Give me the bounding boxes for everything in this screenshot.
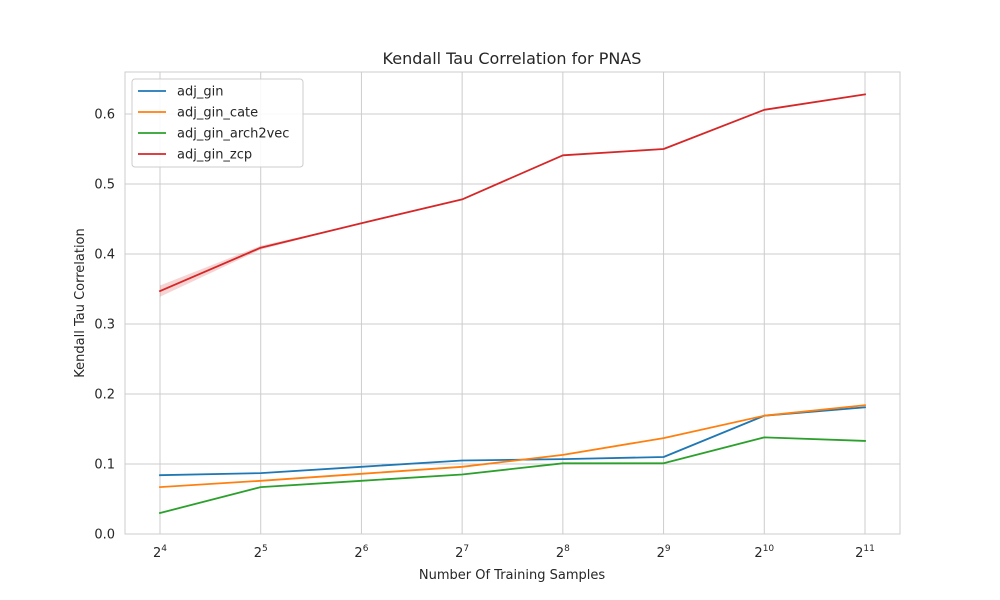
x-tick-label: 29 bbox=[657, 544, 671, 561]
x-tick-exponent: 9 bbox=[665, 544, 671, 554]
y-tick-label: 0.5 bbox=[94, 178, 115, 193]
plot-frame bbox=[124, 71, 901, 535]
x-tick-label: 27 bbox=[455, 544, 469, 561]
legend-box bbox=[131, 78, 304, 168]
series-lines bbox=[158, 93, 867, 515]
x-tick-base: 2 bbox=[455, 546, 463, 561]
series-line-adj_gin bbox=[159, 406, 866, 477]
legend-label: adj_gin_cate bbox=[177, 106, 258, 121]
x-tick-label: 24 bbox=[153, 544, 167, 561]
legend-items: adj_gin adj_gin_cate adj_gin_arch2vec adj_g… bbox=[138, 85, 289, 163]
legend-item: adj_gin_cate bbox=[138, 106, 258, 121]
legend-label: adj_gin bbox=[177, 85, 223, 100]
y-tick-label: 0.0 bbox=[94, 528, 115, 543]
x-tick-label: 211 bbox=[855, 544, 875, 561]
x-tick-label: 28 bbox=[556, 544, 570, 561]
x-tick-base: 2 bbox=[254, 546, 262, 561]
y-axis-label: Kendall Tau Correlation bbox=[73, 228, 88, 378]
series-line-adj_gin_zcp bbox=[158, 93, 867, 293]
x-axis-label: Number Of Training Samples bbox=[419, 568, 605, 583]
legend-label: adj_gin_zcp bbox=[177, 148, 252, 163]
legend-label: adj_gin_arch2vec bbox=[177, 127, 289, 142]
x-tick-base: 2 bbox=[354, 546, 362, 561]
y-tick-label: 0.1 bbox=[94, 458, 115, 473]
legend-item: adj_gin bbox=[138, 85, 223, 100]
legend: adj_gin adj_gin_cate adj_gin_arch2vec adj_g… bbox=[131, 78, 304, 168]
y-tick-label: 0.6 bbox=[94, 108, 115, 123]
x-tick-label: 210 bbox=[754, 544, 774, 561]
x-tick-base: 2 bbox=[855, 546, 863, 561]
y-tick-label: 0.2 bbox=[94, 388, 115, 403]
y-tick-labels: 0.0 0.1 0.2 0.3 0.4 0.5 0.6 bbox=[94, 108, 115, 543]
y-tick-label: 0.4 bbox=[94, 248, 115, 263]
x-tick-exponent: 11 bbox=[863, 544, 874, 554]
x-tick-base: 2 bbox=[754, 546, 762, 561]
x-tick-label: 26 bbox=[354, 544, 368, 561]
plot-border bbox=[124, 71, 901, 535]
x-tick-exponent: 5 bbox=[262, 544, 268, 554]
legend-item: adj_gin_zcp bbox=[138, 148, 252, 163]
x-tick-exponent: 10 bbox=[763, 544, 775, 554]
x-tick-exponent: 4 bbox=[161, 544, 167, 554]
x-tick-labels: 24 25 26 27 28 29 210 211 bbox=[153, 544, 875, 561]
x-tick-base: 2 bbox=[153, 546, 161, 561]
x-tick-base: 2 bbox=[657, 546, 665, 561]
x-tick-exponent: 6 bbox=[363, 544, 369, 554]
series-line-adj_gin_arch2vec bbox=[158, 436, 866, 515]
chart-title: Kendall Tau Correlation for PNAS bbox=[383, 49, 642, 68]
x-tick-base: 2 bbox=[556, 546, 564, 561]
x-tick-exponent: 7 bbox=[463, 544, 469, 554]
x-tick-exponent: 8 bbox=[564, 544, 570, 554]
x-tick-label: 25 bbox=[254, 544, 268, 561]
legend-item: adj_gin_arch2vec bbox=[138, 127, 289, 142]
series-line-adj_gin_cate bbox=[159, 404, 866, 489]
y-tick-label: 0.3 bbox=[94, 318, 115, 333]
